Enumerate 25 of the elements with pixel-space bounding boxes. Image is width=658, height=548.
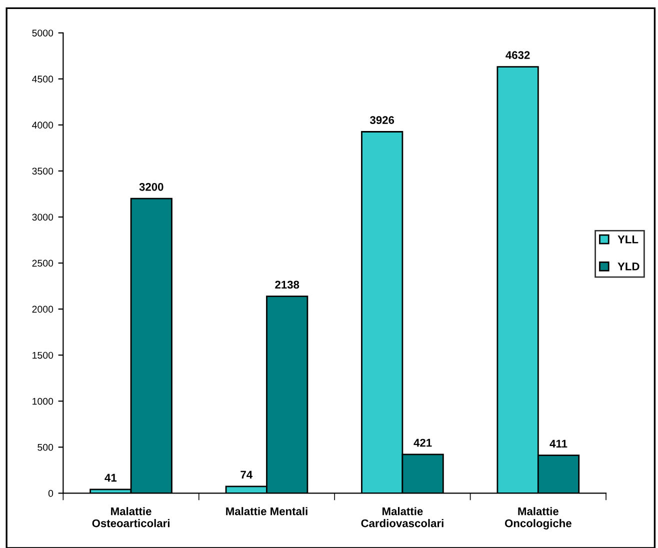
x-tick-label: Malattie Mentali xyxy=(226,507,308,516)
x-tick-label: Malattie Oncologiche xyxy=(504,507,572,530)
y-tick-label: 4500 xyxy=(32,76,54,83)
data-label: 4632 xyxy=(506,51,530,60)
y-tick-label: 3000 xyxy=(32,214,54,221)
data-label: 3200 xyxy=(139,182,164,191)
data-label: 3926 xyxy=(370,116,394,124)
y-tick-label: 3500 xyxy=(32,168,54,175)
legend-label: YLL xyxy=(618,236,638,244)
x-tick-label: Malattie Osteoarticolari xyxy=(92,507,170,528)
y-tick-label: 5000 xyxy=(32,30,54,36)
y-tick-label: 1000 xyxy=(32,398,54,405)
data-label: 411 xyxy=(550,440,568,448)
y-tick-label: 2500 xyxy=(32,260,54,267)
data-label: 41 xyxy=(104,474,117,482)
data-label: 2138 xyxy=(275,280,300,289)
x-tick-label: Malattie Cardiovascolari xyxy=(361,507,444,528)
data-label: 74 xyxy=(240,470,252,479)
data-label: 421 xyxy=(414,438,432,447)
y-tick-label: 500 xyxy=(38,444,54,451)
y-tick-label: 2000 xyxy=(32,306,54,313)
y-tick-label: 4000 xyxy=(32,122,54,129)
y-tick-label: 0 xyxy=(48,490,54,497)
legend-label: YLD xyxy=(618,262,640,270)
y-tick-label: 1500 xyxy=(32,352,54,359)
